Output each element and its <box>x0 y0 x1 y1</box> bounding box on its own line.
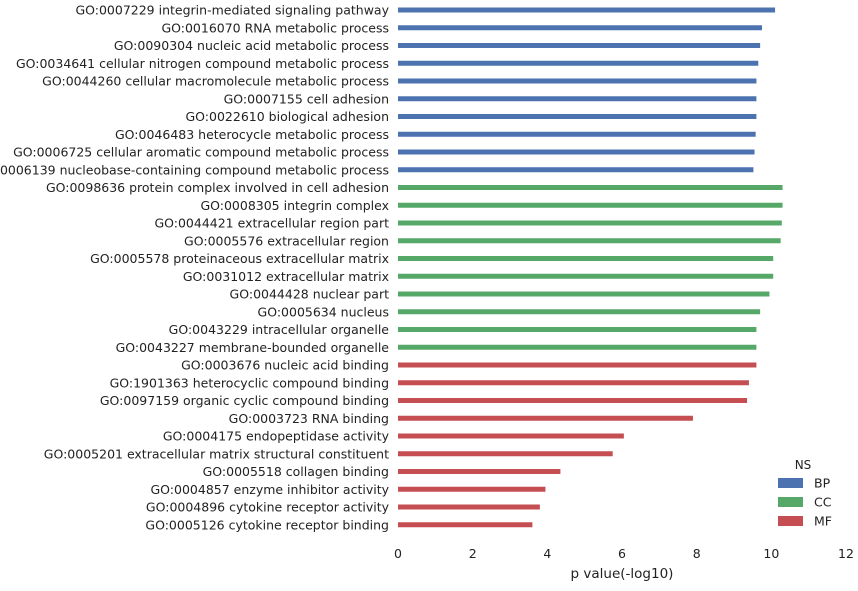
category-label: GO:0004896 cytokine receptor activity <box>146 500 390 515</box>
bar-cc <box>398 238 781 244</box>
bar-cc <box>398 344 757 350</box>
category-label: GO:0031012 extracellular matrix <box>183 269 389 284</box>
bar-bp <box>398 25 762 31</box>
x-tick-label: 10 <box>763 546 779 561</box>
x-tick-label: 12 <box>838 546 854 561</box>
category-label: GO:0005518 collagen binding <box>203 464 389 479</box>
bar-mf <box>398 469 561 474</box>
legend: NS BP CC MF <box>778 458 832 529</box>
bar-mf <box>398 415 693 421</box>
category-label: GO:0006725 cellular aromatic compound me… <box>13 145 389 160</box>
bar-mf <box>398 451 613 457</box>
x-tick-label: 8 <box>693 546 701 561</box>
bar-mf <box>398 362 757 368</box>
category-label: GO:0044260 cellular macromolecule metabo… <box>42 74 389 89</box>
bar-cc <box>398 273 774 279</box>
bar-cc <box>398 202 783 208</box>
bar-bp <box>398 43 761 48</box>
category-label: GO:0007229 integrin-mediated signaling p… <box>75 3 389 18</box>
category-label: GO:0008305 integrin complex <box>200 198 389 213</box>
bar-cc <box>398 185 783 190</box>
x-tick-labels-group: 0 2 4 6 8 10 12 <box>394 546 854 561</box>
bar-bp <box>398 7 776 13</box>
bar-cc <box>398 309 761 315</box>
category-label: GO:0003676 nucleic acid binding <box>181 358 389 373</box>
category-label: GO:0098636 protein complex involved in c… <box>46 180 389 195</box>
category-label: GO:0043229 intracellular organelle <box>169 322 390 337</box>
category-label: GO:1901363 heterocyclic compound binding <box>110 375 389 390</box>
bar-bp <box>398 167 754 173</box>
bar-bp <box>398 114 757 119</box>
legend-label-bp: BP <box>814 476 831 491</box>
bar-mf <box>398 398 748 403</box>
legend-swatch-cc <box>778 497 803 507</box>
bar-cc <box>398 220 782 226</box>
category-label: GO:0005634 nucleus <box>258 304 389 319</box>
bar-mf <box>398 433 624 439</box>
category-label: GO:0097159 organic cyclic compound bindi… <box>100 393 389 408</box>
x-tick-label: 2 <box>469 546 477 561</box>
bar-bp <box>398 149 755 155</box>
category-label: GO:0044421 extracellular region part <box>154 216 389 231</box>
category-label: GO:0022610 biological adhesion <box>186 109 390 124</box>
x-tick-label: 0 <box>394 546 402 561</box>
category-label: GO:0007155 cell adhesion <box>224 91 389 106</box>
x-tick-label: 4 <box>543 546 551 561</box>
category-label: GO:0046483 heterocycle metabolic process <box>115 127 389 142</box>
legend-label-mf: MF <box>814 514 832 529</box>
category-label: GO:0005576 extracellular region <box>184 233 389 248</box>
legend-swatch-bp <box>778 478 803 488</box>
category-label: GO:0005126 cytokine receptor binding <box>145 517 389 532</box>
bar-mf <box>398 504 540 510</box>
bar-mf <box>398 522 533 528</box>
bar-mf <box>398 486 546 492</box>
category-label: GO:0090304 nucleic acid metabolic proces… <box>114 38 389 53</box>
bar-mf <box>398 380 749 386</box>
category-label: GO:0005201 extracellular matrix structur… <box>44 446 389 461</box>
category-label: GO:0044428 nuclear part <box>230 287 390 302</box>
legend-label-cc: CC <box>814 495 832 510</box>
category-label: GO:0006139 nucleobase-containing compoun… <box>0 162 389 177</box>
bar-bp <box>398 96 757 102</box>
bar-cc <box>398 291 770 297</box>
legend-title: NS <box>795 458 812 472</box>
x-tick-label: 6 <box>618 546 626 561</box>
bar-bp <box>398 78 757 84</box>
bar-cc <box>398 256 774 261</box>
category-label: GO:0016070 RNA metabolic process <box>161 20 389 35</box>
category-label: GO:0003723 RNA binding <box>229 411 389 426</box>
legend-swatch-mf <box>778 516 803 526</box>
category-labels-group: GO:0007229 integrin-mediated signaling p… <box>0 3 390 533</box>
bar-bp <box>398 131 756 137</box>
category-label: GO:0005578 proteinaceous extracellular m… <box>90 251 389 266</box>
category-label: GO:0043227 membrane-bounded organelle <box>116 340 390 355</box>
bar-bp <box>398 60 759 66</box>
category-label: GO:0034641 cellular nitrogen compound me… <box>16 56 389 71</box>
x-axis-title: p value(-log10) <box>571 566 674 582</box>
bar-cc <box>398 327 757 332</box>
bars-group <box>398 7 783 528</box>
category-label: GO:0004175 endopeptidase activity <box>163 429 390 444</box>
category-label: GO:0004857 enzyme inhibitor activity <box>150 482 389 497</box>
